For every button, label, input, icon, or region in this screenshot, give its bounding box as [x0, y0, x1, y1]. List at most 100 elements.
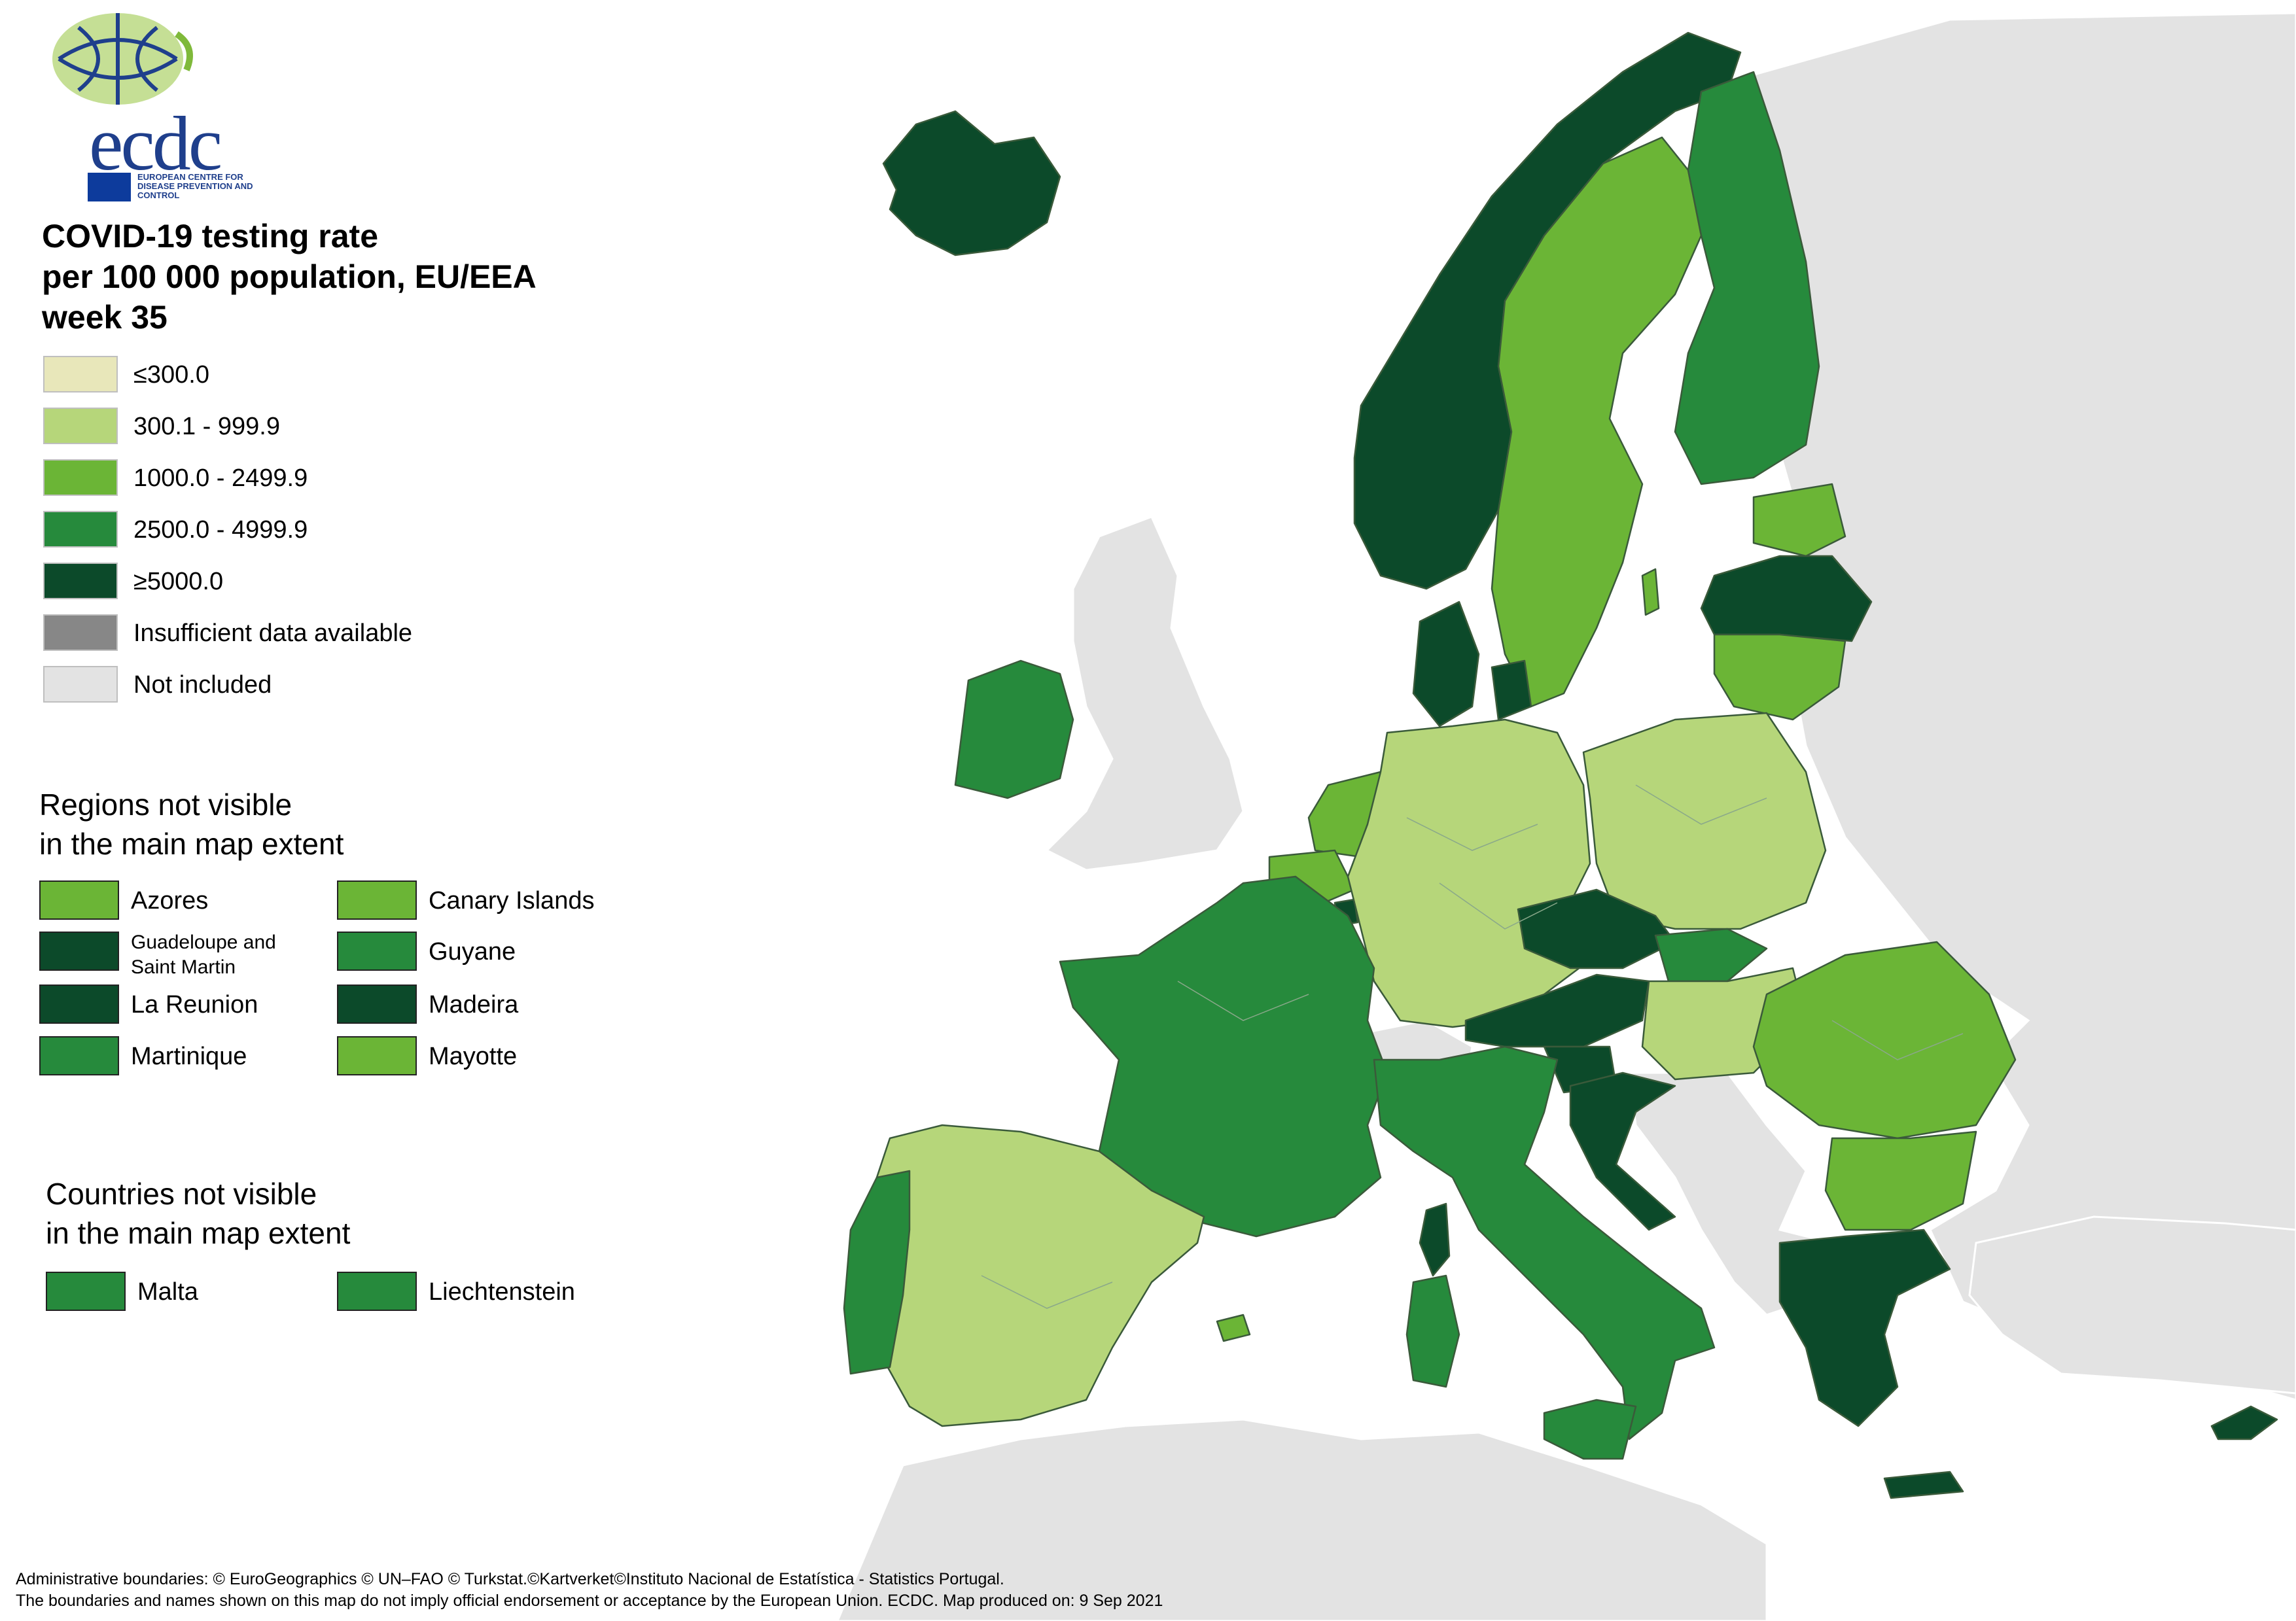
map-region-denmark-zealand — [1491, 659, 1532, 721]
legend-label: 1000.0 - 2499.9 — [133, 464, 308, 492]
map-region-denmark — [1412, 601, 1480, 727]
map-region-estonia — [1752, 483, 1846, 557]
map-region-balearic — [1216, 1314, 1251, 1342]
footer-line-1: Administrative boundaries: © EuroGeograp… — [16, 1570, 1004, 1588]
legend-swatch — [43, 408, 118, 444]
region-label: Mayotte — [429, 1043, 518, 1070]
legend-swatch — [43, 614, 118, 651]
legend-label: ≥5000.0 — [133, 568, 224, 595]
legend-item: 1000.0 - 2499.9 — [43, 459, 501, 497]
region-label: Guyane — [429, 938, 516, 966]
region-swatch — [337, 880, 417, 920]
turkey-region — [1968, 1215, 2296, 1395]
russia-east-landmass — [1739, 12, 2296, 1401]
region-swatch — [39, 880, 119, 920]
region-item: Guadeloupe and Saint Martin — [39, 932, 327, 978]
globe-icon — [52, 13, 193, 105]
regions-heading: Regions not visible in the main map exte… — [39, 785, 344, 863]
country-label: Malta — [137, 1278, 198, 1306]
region-swatch — [39, 985, 119, 1024]
region-swatch — [39, 932, 119, 971]
regions-heading-line-2: in the main map extent — [39, 827, 344, 861]
not-included-land — [836, 12, 2296, 1621]
logo-text: ecdc — [89, 101, 222, 186]
title-line-2: per 100 000 population, EU/EEA — [42, 258, 537, 295]
map-region-bulgaria — [1824, 1130, 1977, 1231]
ecdc-logo: ecdc EUROPEAN CENTRE FOR DISEASE PREVENT… — [39, 8, 275, 204]
map-region-gotland — [1641, 568, 1660, 616]
legend-label: Not included — [133, 671, 272, 699]
region-label: Madeira — [429, 991, 519, 1019]
map-region-corsica — [1419, 1202, 1451, 1277]
region-item: La Reunion — [39, 985, 327, 1024]
country-item: Liechtenstein — [337, 1272, 625, 1311]
country-swatch — [337, 1272, 417, 1311]
map-region-sardinia — [1405, 1274, 1460, 1388]
country-label: Liechtenstein — [429, 1278, 575, 1306]
legend-label: ≤300.0 — [133, 361, 209, 389]
map-region-germany — [1347, 718, 1598, 1028]
country-swatch — [46, 1272, 126, 1311]
legend-label: 300.1 - 999.9 — [133, 413, 280, 440]
region-swatch — [337, 932, 417, 971]
logo-subtitle: EUROPEAN CENTRE FOR DISEASE PREVENTION A… — [137, 172, 253, 200]
map-region-sweden — [1491, 136, 1703, 708]
map-region-ireland — [954, 659, 1074, 799]
countries-heading-line-2: in the main map extent — [46, 1216, 351, 1250]
map-title: COVID-19 testing rate per 100 000 popula… — [42, 216, 537, 338]
map-region-portugal — [843, 1170, 911, 1375]
map-region-sicily — [1543, 1399, 1637, 1460]
region-swatch — [337, 1036, 417, 1075]
footer-credits: Administrative boundaries: © EuroGeograp… — [16, 1569, 1163, 1612]
region-swatch — [39, 1036, 119, 1075]
countries-heading: Countries not visible in the main map ex… — [46, 1174, 350, 1253]
region-item: Madeira — [337, 985, 625, 1024]
regions-heading-line-1: Regions not visible — [39, 788, 292, 822]
region-item: Martinique — [39, 1036, 327, 1075]
region-label: Canary Islands — [429, 887, 595, 915]
map-region-austria — [1464, 973, 1650, 1048]
map-region-italy — [1373, 1045, 1716, 1440]
legend-item: Not included — [43, 666, 501, 704]
internal-boundaries — [981, 784, 1964, 1309]
legend-swatch — [43, 511, 118, 548]
map-region-slovakia — [1654, 928, 1768, 983]
legend-label: Insufficient data available — [133, 619, 413, 647]
legend-swatch — [43, 666, 118, 703]
map-region-poland — [1582, 712, 1827, 930]
region-label: La Reunion — [131, 991, 258, 1019]
map-region-greece — [1778, 1229, 1951, 1427]
map-region-romania — [1752, 941, 2017, 1140]
region-label: Azores — [131, 887, 209, 915]
footer-line-2: The boundaries and names shown on this m… — [16, 1592, 1163, 1610]
map-region-croatia — [1569, 1072, 1676, 1231]
legend-item: 300.1 - 999.9 — [43, 408, 501, 445]
eu-flag-icon — [88, 173, 131, 201]
legend-swatch — [43, 356, 118, 392]
map-region-czechia — [1517, 888, 1676, 969]
region-item: Guyane — [337, 932, 625, 971]
title-line-1: COVID-19 testing rate — [42, 218, 379, 254]
map-region-lithuania — [1713, 633, 1846, 721]
region-label: Guadeloupe and Saint Martin — [131, 932, 276, 978]
legend-label: 2500.0 - 4999.9 — [133, 516, 308, 544]
map-region-finland — [1674, 71, 1820, 485]
legend-item: Insufficient data available — [43, 614, 501, 652]
map-region-crete — [1883, 1471, 1964, 1499]
map-region-latvia — [1700, 555, 1873, 642]
legend-item: 2500.0 - 4999.9 — [43, 511, 501, 549]
map-region-france — [1059, 875, 1388, 1238]
region-swatch — [337, 985, 417, 1024]
region-item: Mayotte — [337, 1036, 625, 1075]
region-label: Martinique — [131, 1043, 247, 1070]
countries-heading-line-1: Countries not visible — [46, 1177, 317, 1211]
region-item: Canary Islands — [337, 880, 625, 920]
united-kingdom-region — [1045, 515, 1245, 871]
eu-eea-countries — [843, 31, 2278, 1499]
map-region-cyprus — [2210, 1405, 2278, 1440]
legend-item: ≥5000.0 — [43, 563, 501, 601]
legend-swatch — [43, 563, 118, 599]
region-item: Azores — [39, 880, 327, 920]
